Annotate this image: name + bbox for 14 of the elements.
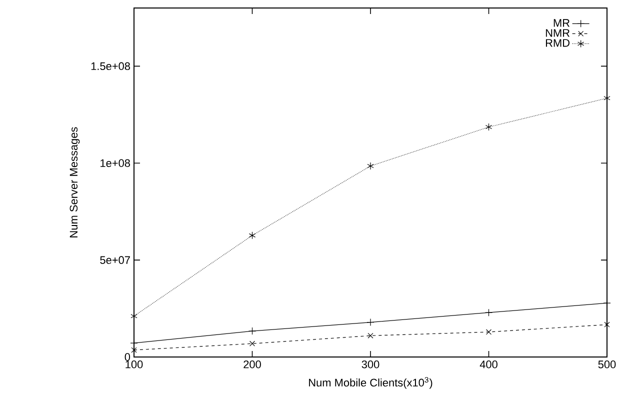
x-tick-label: 100	[126, 360, 143, 368]
legend-label: NMR	[546, 29, 570, 37]
y-tick-label: 5e+07	[100, 256, 130, 264]
x-tick-label: 500	[598, 360, 616, 368]
x-tick-label: 400	[480, 360, 498, 368]
y-tick-label: 0	[124, 353, 130, 361]
legend-label: MR	[554, 19, 570, 27]
legend-label: RMD	[546, 39, 570, 47]
y-tick-label: 1.5e+08	[91, 62, 130, 70]
x-tick-label: 200	[244, 360, 261, 368]
x-tick-label: 300	[362, 360, 380, 368]
y-tick-label: 1e+08	[100, 159, 130, 167]
x-axis-title: Num Mobile Clients(x10$^{3}$)	[309, 377, 432, 389]
y-axis-title: Num Server Messages	[70, 127, 80, 238]
